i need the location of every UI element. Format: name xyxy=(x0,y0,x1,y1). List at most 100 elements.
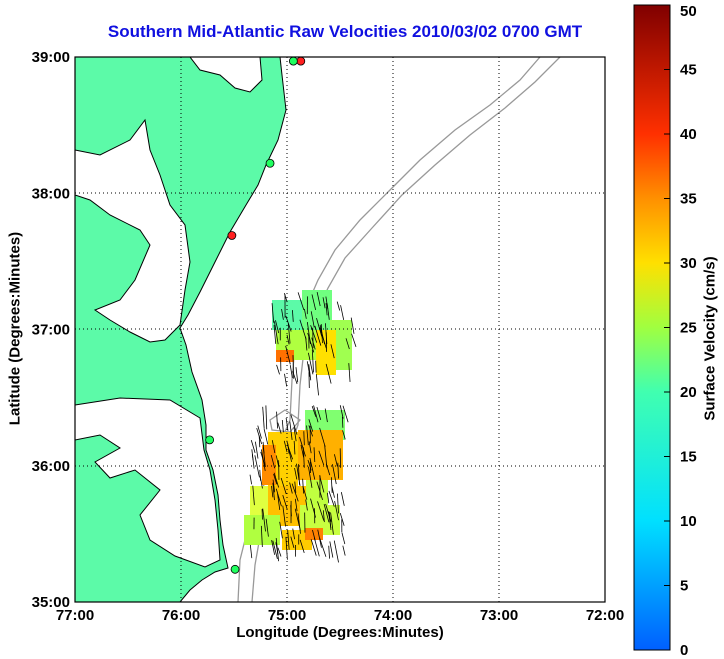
velocity-arrow xyxy=(306,361,311,377)
y-tick-label: 36:00 xyxy=(32,458,70,475)
y-tick-label: 39:00 xyxy=(32,49,70,66)
velocity-arrow xyxy=(315,374,319,396)
velocity-arrow xyxy=(299,436,306,457)
velocity-arrow xyxy=(275,455,280,467)
velocity-arrow xyxy=(294,508,301,531)
velocity-arrow xyxy=(326,303,330,320)
velocity-arrow xyxy=(289,421,293,441)
velocity-arrow xyxy=(294,467,298,480)
velocity-arrow xyxy=(339,513,345,526)
x-tick-labels: 77:00 76:00 75:00 74:00 73:00 72:00 xyxy=(56,607,624,624)
velocity-arrow xyxy=(313,405,319,423)
velocity-arrow xyxy=(297,292,305,311)
velocity-arrow xyxy=(351,333,357,348)
velocity-arrow xyxy=(277,422,282,434)
velocity-arrow xyxy=(290,505,292,517)
velocity-arrow xyxy=(348,363,351,382)
velocity-arrow xyxy=(254,441,259,459)
velocity-arrow xyxy=(340,492,345,506)
velocity-arrow xyxy=(295,367,299,383)
velocity-arrow xyxy=(311,349,314,373)
velocity-arrow xyxy=(328,511,332,530)
velocity-arrow xyxy=(345,338,350,350)
velocity-arrow xyxy=(271,303,275,323)
velocity-arrow xyxy=(325,503,332,522)
velocity-arrow xyxy=(342,545,346,556)
colorbar-tick-label: 20 xyxy=(680,384,697,401)
velocity-arrow xyxy=(289,482,293,494)
colorbar-tick-label: 30 xyxy=(680,255,697,272)
velocity-arrow xyxy=(271,440,276,454)
colorbar-tick-label: 5 xyxy=(680,578,688,595)
chesapeake-bay xyxy=(75,118,191,343)
velocity-arrow xyxy=(334,501,339,521)
velocity-arrow xyxy=(308,441,312,454)
velocity-arrow xyxy=(273,473,278,485)
velocity-arrow xyxy=(324,408,328,423)
velocity-arrow xyxy=(330,512,334,535)
velocity-arrow xyxy=(334,454,338,467)
velocity-arrow xyxy=(319,327,327,349)
velocity-arrow xyxy=(333,540,339,563)
station-marker xyxy=(265,158,275,168)
velocity-arrow xyxy=(273,325,277,344)
plot-frame xyxy=(74,56,606,603)
velocity-arrow xyxy=(260,525,263,548)
y-tick-label: 35:00 xyxy=(32,594,70,611)
velocity-arrow xyxy=(259,469,261,481)
velocity-arrow xyxy=(275,320,280,334)
velocity-arrow xyxy=(272,479,276,493)
velocity-arrow xyxy=(308,425,313,437)
velocity-arrow xyxy=(306,425,309,446)
velocity-arrow xyxy=(280,477,287,495)
velocity-arrow xyxy=(249,544,253,559)
velocity-arrow xyxy=(309,457,316,480)
velocity-arrow xyxy=(271,540,275,555)
velocity-arrow xyxy=(302,478,304,494)
velocity-arrow xyxy=(254,455,260,478)
velocity-arrow xyxy=(317,501,325,521)
velocity-arrow xyxy=(311,294,317,311)
velocity-arrow xyxy=(290,536,295,548)
velocity-arrow xyxy=(250,439,256,453)
velocity-arrow xyxy=(252,485,255,506)
velocity-arrow xyxy=(292,371,298,385)
colorbar-tick-label: 0 xyxy=(680,642,688,659)
velocity-arrow xyxy=(285,315,292,332)
y-tick-label: 37:00 xyxy=(32,322,70,339)
velocity-arrow xyxy=(311,405,317,417)
velocity-arrow xyxy=(337,462,339,479)
velocity-arrow xyxy=(308,419,314,432)
colorbar-tick-label: 25 xyxy=(680,320,697,337)
velocity-arrow xyxy=(332,464,337,485)
velocity-arrow xyxy=(262,406,265,429)
velocity-arrow xyxy=(292,528,295,540)
velocity-arrow xyxy=(313,537,320,557)
chart-title: Southern Mid-Atlantic Raw Velocities 201… xyxy=(107,22,583,41)
velocity-arrow xyxy=(289,365,293,378)
velocity-arrow xyxy=(275,542,279,555)
velocity-arrow xyxy=(276,364,280,375)
velocity-arrow xyxy=(330,477,333,494)
velocity-arrow xyxy=(294,498,298,512)
x-tick-label: 74:00 xyxy=(374,607,412,624)
velocity-vectors xyxy=(249,291,357,563)
velocity-arrow xyxy=(322,297,326,309)
colorbar-tick-label: 45 xyxy=(680,62,697,79)
velocity-arrow xyxy=(325,303,328,316)
velocity-arrow xyxy=(336,301,341,311)
velocity-arrow xyxy=(306,322,311,345)
velocity-arrow xyxy=(281,308,284,320)
x-axis-label: Longitude (Degrees:Minutes) xyxy=(236,624,444,641)
velocity-arrow xyxy=(249,474,253,485)
velocity-arrow xyxy=(257,425,262,439)
velocity-arrow xyxy=(339,405,344,419)
velocity-arrow xyxy=(270,454,276,469)
velocity-arrow xyxy=(287,323,291,344)
velocity-arrow xyxy=(310,311,315,328)
station-marker xyxy=(230,564,240,574)
colorbar-tick-label: 10 xyxy=(680,513,697,530)
velocity-arrow xyxy=(283,293,288,303)
colorbar-tick-label: 15 xyxy=(680,449,697,466)
